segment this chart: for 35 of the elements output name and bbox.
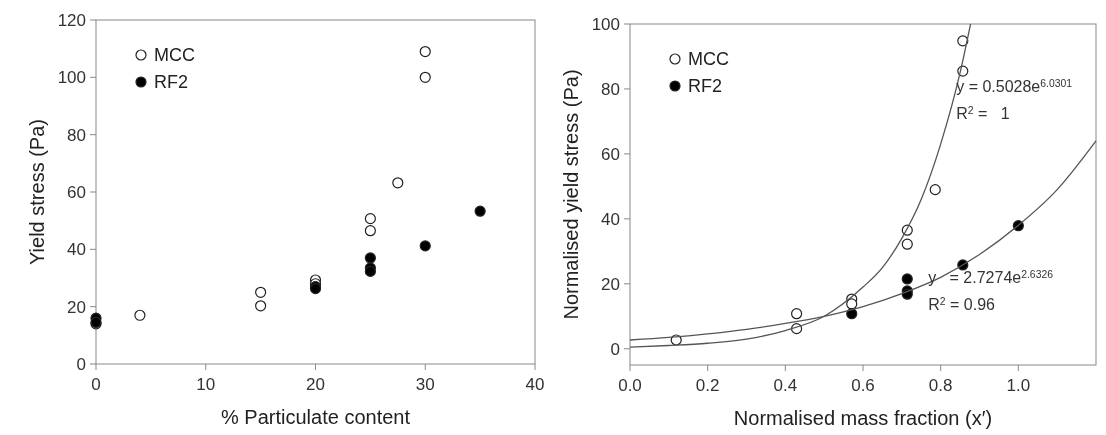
x-tick-label: 30 (415, 375, 435, 394)
annotation: R$^{2}$ = 0.96 (928, 295, 996, 314)
y-tick-label: 100 (591, 15, 620, 34)
y-tick-label: 120 (57, 11, 86, 30)
y-tick-label: 20 (67, 297, 86, 317)
annotation: y = 0.5028e$^{6.0301}$ (956, 77, 1073, 96)
legend-label: MCC (154, 45, 195, 65)
x-axis-title: Normalised mass fraction (x′) (733, 407, 993, 429)
y-tick-label: 60 (601, 144, 620, 164)
x-tick-label: 0 (91, 375, 101, 394)
y-tick-label: 0 (76, 355, 86, 374)
y-tick-label: 40 (67, 240, 86, 260)
y-axis-title: Yield stress (Pa) (26, 119, 48, 265)
x-tick-label: 0.8 (928, 376, 953, 395)
annotation: R$^{2}$ = 1 (956, 104, 1010, 123)
x-tick-label: 0.6 (851, 376, 875, 395)
legend-label: RF2 (154, 72, 189, 92)
y-tick-label: 80 (601, 79, 620, 99)
x-axis-title: % Particulate content (221, 406, 411, 428)
y-tick-label: 100 (57, 68, 86, 88)
y-tick-label: 0 (610, 339, 620, 359)
x-tick-label: 20 (306, 375, 325, 394)
y-tick-label: 40 (601, 209, 620, 229)
x-tick-label: 40 (525, 375, 545, 394)
y-tick-label: 60 (67, 183, 86, 202)
y-axis-title: Normalised yield stress (Pa) (560, 69, 582, 320)
y-tick-label: 80 (67, 125, 86, 145)
y-tick-label: 20 (601, 274, 620, 294)
x-tick-label: 0.2 (695, 376, 720, 395)
x-tick-label: 10 (196, 375, 216, 394)
legend-label: RF2 (688, 76, 723, 96)
x-tick-label: 1.0 (1006, 376, 1031, 395)
legend-label: MCC (688, 49, 729, 69)
x-tick-label: 0.4 (773, 376, 798, 395)
x-tick-label: 0.0 (618, 376, 642, 395)
